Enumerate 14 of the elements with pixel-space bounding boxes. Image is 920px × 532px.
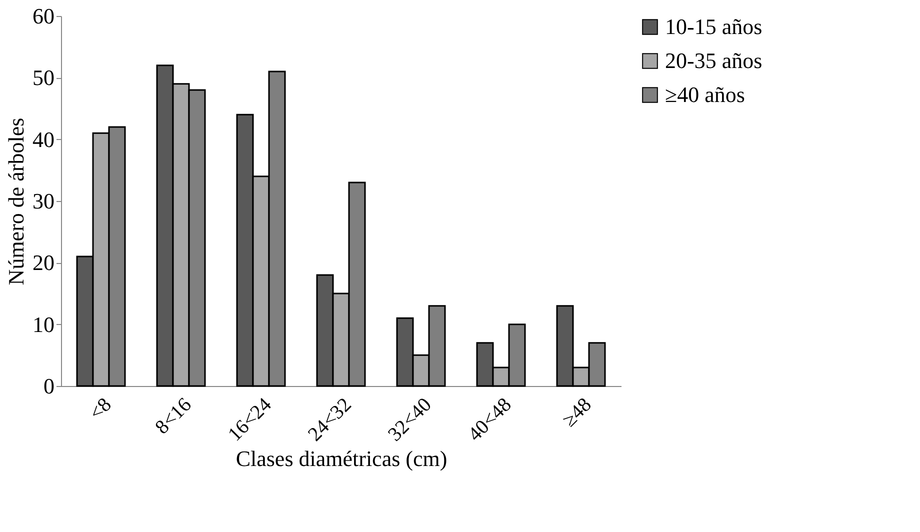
y-tick-label: 30	[32, 188, 54, 214]
legend-label: 20-35 años	[665, 48, 762, 73]
y-axis-title: Número de árboles	[4, 118, 28, 286]
legend-label: 10-15 años	[665, 14, 762, 39]
x-tick-label: ≥48	[558, 394, 596, 432]
legend-label: ≥40 años	[665, 82, 745, 107]
y-tick-label: 10	[32, 312, 54, 337]
y-tick-label: 60	[32, 4, 54, 28]
y-tick-label: 50	[32, 65, 54, 90]
y-tick-label: 0	[44, 374, 54, 398]
y-tick-label: 40	[32, 126, 54, 152]
y-tick-label: 20	[32, 250, 54, 276]
x-tick-label: <8	[85, 394, 116, 424]
x-axis-title: Clases diamétricas (cm)	[236, 446, 448, 471]
